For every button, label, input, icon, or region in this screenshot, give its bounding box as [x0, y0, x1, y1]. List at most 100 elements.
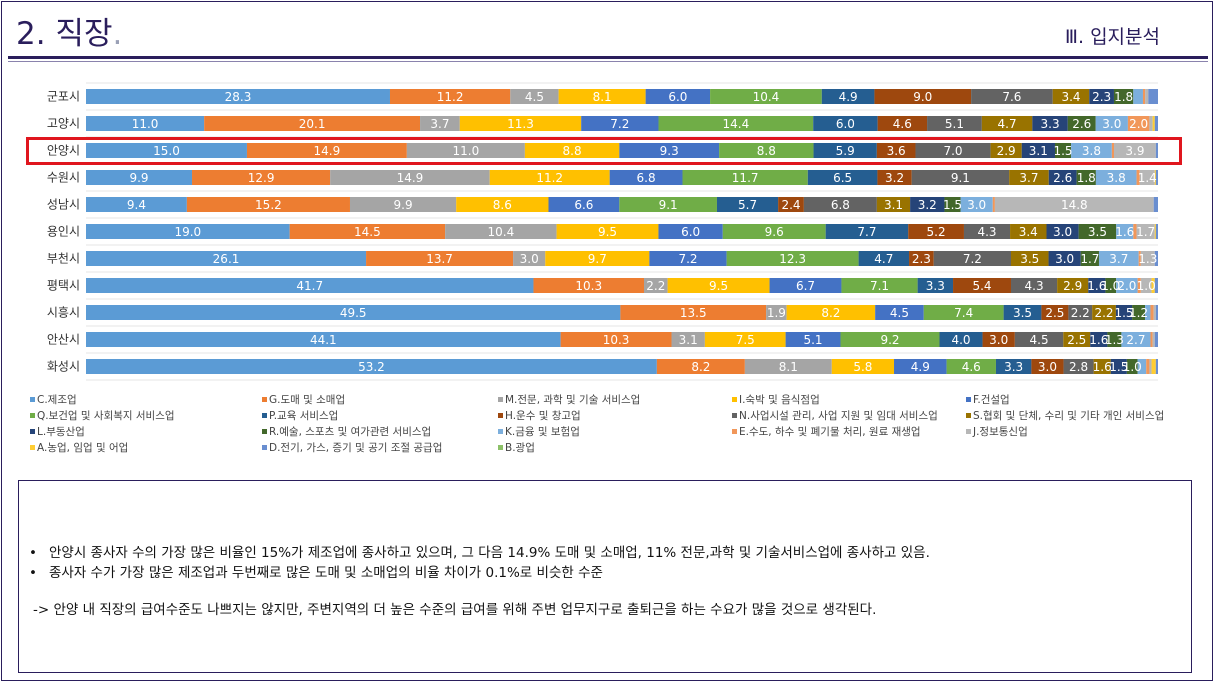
anyang-highlight-box: [26, 137, 1182, 165]
data-label: 4.3: [977, 225, 996, 239]
bar-segment: [939, 332, 983, 347]
data-label: 1.0: [1137, 279, 1156, 293]
data-label: 3.0: [967, 198, 986, 212]
data-label: 1.6: [1115, 225, 1134, 239]
bar-segment: [619, 197, 717, 212]
category-label: 안양시: [47, 144, 80, 158]
data-label: 3.8: [1107, 171, 1126, 185]
data-label: 9.1: [951, 171, 970, 185]
bar-segment: [1151, 359, 1156, 374]
category-label: 평택시: [47, 279, 80, 293]
bar-segment: [1092, 305, 1116, 320]
data-label: 3.2: [885, 171, 904, 185]
data-label: 10.3: [603, 333, 630, 347]
bar-segment: [545, 251, 650, 266]
data-label: 3.0: [1055, 252, 1074, 266]
data-label: 14.9: [314, 144, 341, 158]
data-label: 2.9: [997, 144, 1016, 158]
data-label: 3.5: [1020, 252, 1039, 266]
legend-entry: H.운수 및 창고업: [505, 409, 581, 422]
bar-segment: [821, 89, 875, 104]
bar-segment: [1046, 224, 1079, 239]
bar-segment: [330, 170, 490, 185]
bar-segment: [807, 170, 878, 185]
bar-segment: [910, 197, 945, 212]
data-label: 1.3: [1138, 252, 1157, 266]
data-label: 1.8: [1114, 90, 1133, 104]
bar-segment: [722, 224, 826, 239]
page-title-text: 2. 직장: [16, 16, 113, 52]
note-bullet: •: [29, 545, 37, 561]
legend-swatch: [30, 429, 35, 434]
data-label: 10.3: [575, 279, 602, 293]
bar-segment: [1139, 170, 1155, 185]
bar-segment: [1154, 170, 1156, 185]
data-label: 1.8: [1077, 171, 1096, 185]
bar-segment: [86, 89, 390, 104]
legend-entry: D.전기, 가스, 증기 및 공기 조절 공급업: [269, 441, 442, 454]
data-label: 2.0: [1117, 279, 1136, 293]
data-label: 5.2: [927, 225, 946, 239]
bar-segment: [971, 89, 1053, 104]
data-label: 9.5: [598, 225, 617, 239]
legend-swatch: [966, 413, 971, 418]
data-label: 1.7: [1136, 225, 1155, 239]
bar-segment: [86, 359, 657, 374]
data-label: 3.8: [1082, 144, 1101, 158]
data-label: 4.0: [951, 333, 970, 347]
bar-segment: [1031, 359, 1064, 374]
data-label: 3.7: [1109, 252, 1128, 266]
data-label: 1.5: [1053, 144, 1072, 158]
data-label: 3.7: [430, 117, 449, 131]
note-line-1-text: 안양시 종사자 수의 가장 많은 비율인 15%가 제조업에 종사하고 있으며,…: [49, 545, 930, 561]
bar-segment: [645, 89, 711, 104]
data-label: 6.8: [831, 198, 850, 212]
legend-swatch: [498, 397, 503, 402]
bar-segment: [995, 359, 1032, 374]
legend-entry: K.금융 및 보험업: [505, 425, 580, 438]
bar-segment: [406, 143, 525, 158]
data-label: 2.0: [1129, 117, 1148, 131]
data-label: 7.7: [857, 225, 876, 239]
legend-entry: E.수도, 하수 및 폐기물 처리, 원료 재생업: [739, 425, 921, 438]
legend-entry: A.농업, 임업 및 어업: [37, 441, 128, 454]
bar-segment: [944, 197, 961, 212]
bar-segment: [840, 332, 940, 347]
bar-segment: [1154, 224, 1156, 239]
data-label: 11.0: [132, 117, 159, 131]
data-label: 14.8: [1061, 198, 1088, 212]
data-label: 5.1: [945, 117, 964, 131]
bar-segment: [619, 143, 720, 158]
bar-segment: [1154, 278, 1158, 293]
bar-segment: [982, 332, 1015, 347]
bar-segment: [1088, 278, 1106, 293]
data-label: 9.2: [880, 333, 899, 347]
bar-segment: [1121, 332, 1151, 347]
data-label: 12.3: [779, 252, 806, 266]
bar-segment: [658, 116, 814, 131]
bar-segment: [649, 251, 727, 266]
data-label: 7.6: [1002, 90, 1021, 104]
data-label: 3.0: [1038, 360, 1057, 374]
bar-segment: [719, 143, 814, 158]
legend-entry: F.건설업: [973, 393, 1010, 406]
data-label: 2.5: [1045, 306, 1064, 320]
bar-segment: [1009, 170, 1049, 185]
data-label: 2.2: [1071, 306, 1090, 320]
data-label: 1.5: [1109, 360, 1128, 374]
bar-segment: [581, 116, 659, 131]
bar-segment: [1149, 116, 1153, 131]
bar-segment: [858, 251, 910, 266]
bar-segment: [877, 170, 912, 185]
data-label: 1.5: [943, 198, 962, 212]
bar-segment: [786, 305, 876, 320]
data-label: 3.0: [989, 333, 1008, 347]
bar-segment: [994, 197, 1154, 212]
bar-segment: [1140, 251, 1155, 266]
bar-segment: [778, 197, 804, 212]
bar-segment: [1078, 224, 1117, 239]
legend-swatch: [732, 429, 737, 434]
data-label: 6.6: [574, 198, 593, 212]
bar-segment: [86, 143, 247, 158]
